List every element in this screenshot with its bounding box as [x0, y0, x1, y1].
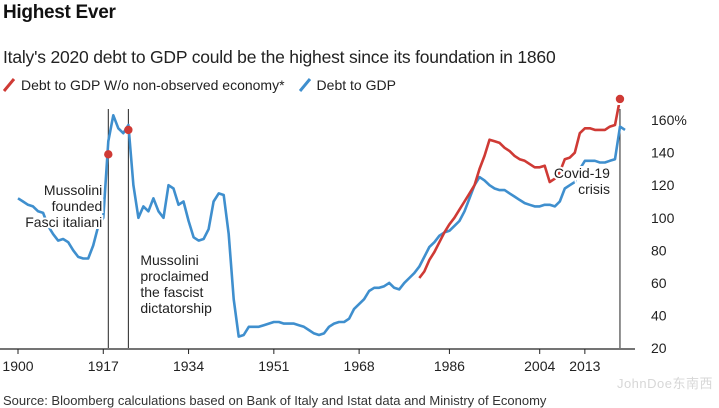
chart-subtitle: Italy's 2020 debt to GDP could be the hi…	[3, 47, 556, 67]
annotation-halo: Covid-19	[554, 165, 610, 181]
event-marker	[124, 125, 133, 135]
y-tick-label: 120	[651, 177, 675, 193]
y-tick-label: 20	[651, 340, 667, 356]
y-tick-label: 60	[651, 275, 667, 291]
y-tick-label: 40	[651, 307, 667, 323]
y-tick-label: 100	[651, 210, 675, 226]
annotation-halo: the fascist	[140, 284, 203, 300]
event-marker	[615, 94, 625, 104]
y-tick-label: 140	[651, 145, 675, 161]
x-tick-label: 1900	[2, 358, 33, 374]
series-line-red	[418, 105, 621, 279]
x-tick-label: 1968	[344, 358, 375, 374]
legend-item-red: Debt to GDP W/o non-observed economy*	[3, 77, 285, 93]
x-tick-label: 1986	[434, 358, 465, 374]
x-tick-label: 2004	[524, 358, 555, 374]
annotation-text: Mussolini	[44, 182, 102, 198]
annotation-halo: founded	[52, 198, 103, 214]
legend-item-blue: Debt to GDP	[298, 77, 396, 93]
y-tick-label: 160%	[651, 112, 687, 128]
annotation-text: Fasci italiani	[25, 214, 102, 230]
y-tick-label: 80	[651, 242, 667, 258]
annotation-text: crisis	[578, 181, 610, 197]
series-line-blue	[17, 114, 626, 338]
legend-label-red: Debt to GDP W/o non-observed economy*	[21, 77, 285, 93]
event-marker	[104, 150, 113, 159]
x-tick-label: 1917	[88, 358, 119, 374]
annotation-label: MussoliniMussoliniproclaimedproclaimedth…	[138, 250, 214, 318]
annotation-halo: Mussolini	[140, 252, 198, 268]
annotation-halo: dictatorship	[140, 300, 212, 316]
annotation-text: the fascist	[140, 284, 203, 300]
annotation-halo: proclaimed	[140, 268, 208, 284]
annotation-text: Mussolini	[140, 252, 198, 268]
x-tick-label: 2013	[569, 358, 600, 374]
annotation-text: proclaimed	[140, 268, 208, 284]
blue-line-swatch-icon	[298, 78, 311, 92]
x-tick-label: 1934	[173, 358, 204, 374]
legend-label-blue: Debt to GDP	[316, 77, 396, 93]
x-tick-label: 1951	[258, 358, 289, 374]
annotation-halo: Mussolini	[44, 182, 102, 198]
red-line-swatch-icon	[3, 78, 15, 92]
legend: Debt to GDP W/o non-observed economy* De…	[3, 77, 410, 93]
watermark: JohnDoe东南西	[616, 376, 713, 391]
annotation-halo: crisis	[578, 181, 610, 197]
chart-title: Highest Ever	[3, 2, 116, 23]
annotation-text: dictatorship	[140, 300, 212, 316]
annotation-halo: Fasci italiani	[25, 214, 102, 230]
annotation-text: founded	[52, 198, 103, 214]
annotation-text: Covid-19	[554, 165, 610, 181]
